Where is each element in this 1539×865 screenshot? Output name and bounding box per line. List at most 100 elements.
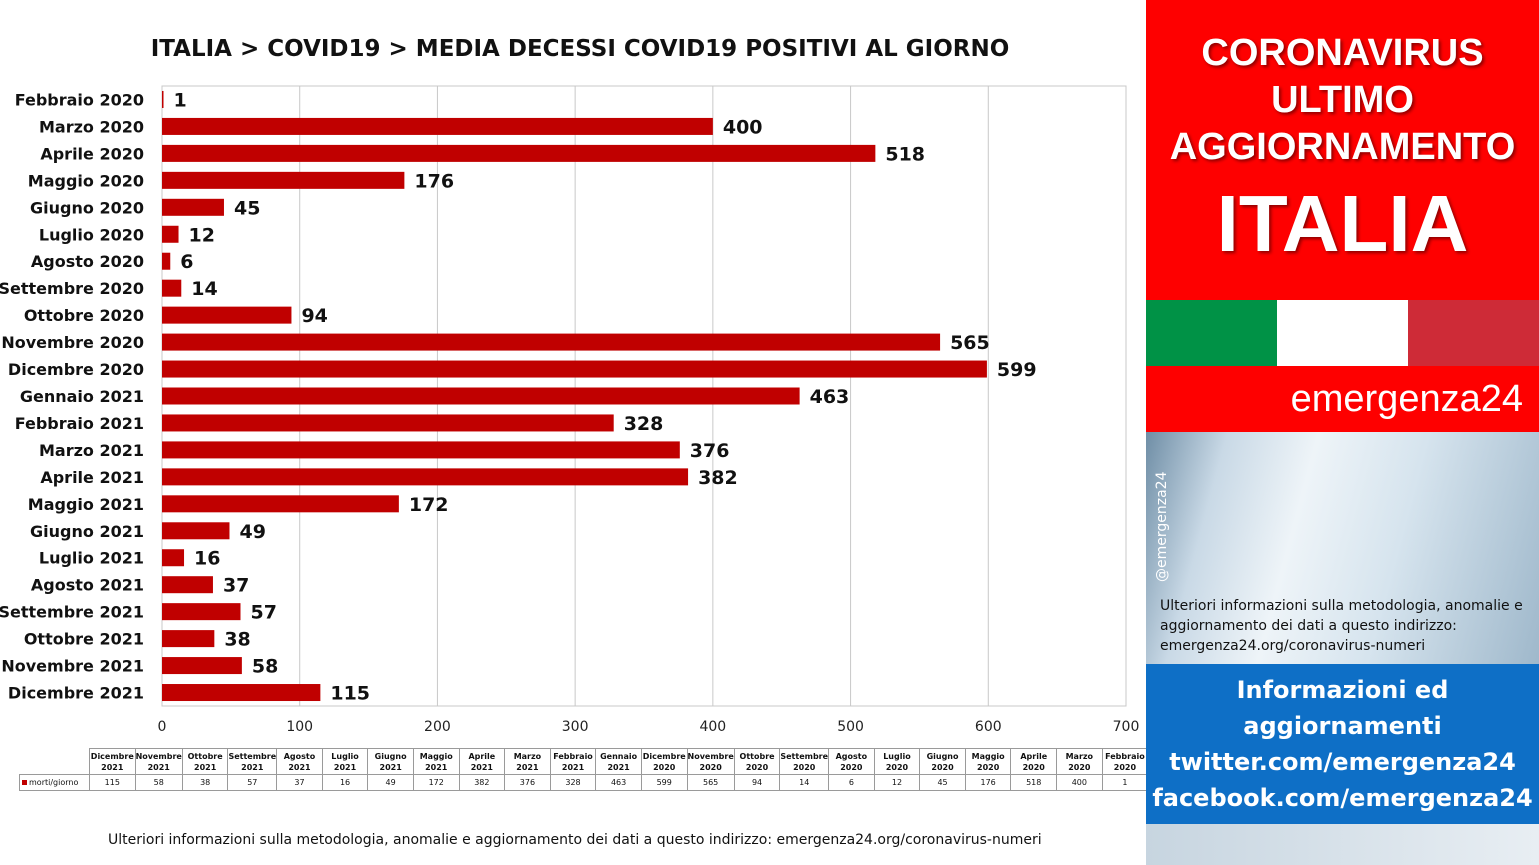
chart-title: ITALIA > COVID19 > MEDIA DECESSI COVID19… — [150, 36, 1010, 62]
data-label: 58 — [252, 656, 278, 678]
column-header-month: Maggio — [419, 751, 453, 761]
data-table-column-header: Settembre 2020 — [779, 748, 830, 775]
bar — [162, 549, 185, 567]
data-table-column-header: Dicembre 2021 — [89, 748, 136, 775]
bar — [162, 603, 241, 621]
category-label: Luglio 2021 — [39, 549, 144, 568]
column-header-year: 2020 — [977, 762, 1000, 772]
data-label: 45 — [234, 197, 260, 219]
brand-bar: emergenza24 — [1146, 366, 1539, 432]
info-box: Informazioni ed aggiornamenti twitter.co… — [1146, 664, 1539, 824]
category-label: Giugno 2020 — [30, 198, 144, 217]
footnote: Ulteriori informazioni sulla metodologia… — [108, 832, 1042, 848]
column-header-year: 2021 — [607, 762, 630, 772]
column-header-year: 2021 — [561, 762, 585, 772]
data-table-cell: 94 — [733, 774, 781, 791]
column-header-month: Luglio — [331, 751, 359, 761]
data-table-column-header: Febbraio 2021 — [549, 748, 597, 775]
data-label: 463 — [810, 386, 850, 408]
bar — [162, 144, 876, 162]
data-table-column-header: Aprile 2021 — [458, 748, 506, 775]
facebook-link[interactable]: facebook.com/emergenza24 — [1152, 784, 1533, 812]
category-label: Novembre 2020 — [1, 333, 144, 352]
data-table-cell: 6 — [828, 774, 875, 791]
category-label: Agosto 2020 — [31, 252, 144, 271]
column-header-month: Dicembre — [642, 751, 686, 761]
data-label: 599 — [997, 359, 1037, 381]
column-header-year: 2020 — [745, 762, 769, 772]
category-label: Ottobre 2020 — [24, 306, 144, 325]
category-label: Agosto 2021 — [31, 576, 144, 595]
data-table-column-header: Ottobre 2020 — [733, 748, 781, 775]
data-table-corner — [19, 748, 90, 775]
category-label: Maggio 2020 — [28, 171, 144, 190]
category-label: Maggio 2021 — [28, 495, 144, 514]
twitter-link[interactable]: twitter.com/emergenza24 — [1169, 748, 1516, 776]
column-header-year: 2021 — [101, 762, 124, 772]
column-header-month: Gennaio — [600, 751, 638, 761]
data-table-column-header: Marzo 2020 — [1056, 748, 1103, 775]
bar — [162, 495, 399, 513]
data-table-cell: 382 — [458, 774, 506, 791]
bar-chart: 0 100 200 300 400 500 600 700 Febbraio 2020 1 Marz… — [0, 85, 1139, 735]
flag-red-stripe — [1408, 300, 1539, 366]
data-table-column-header: Settembre 2021 — [227, 748, 278, 775]
data-table-row-label: morti/giorno — [19, 774, 90, 791]
panel-note: Ulteriori informazioni sulla metodologia… — [1160, 598, 1523, 654]
column-header-year: 2021 — [288, 762, 311, 772]
data-table-cell: 115 — [89, 774, 136, 791]
bar — [162, 657, 242, 675]
bar — [162, 306, 292, 324]
data-table-column-header: Maggio 2021 — [412, 748, 460, 775]
data-label: 1 — [174, 89, 187, 111]
data-table-cell: 12 — [873, 774, 921, 791]
data-table-column-header: Agosto 2020 — [828, 748, 875, 775]
x-tick-label: 0 — [158, 719, 167, 735]
column-header-month: Febbraio — [1105, 751, 1145, 761]
category-label: Novembre 2021 — [1, 657, 144, 676]
column-header-month: Agosto — [283, 751, 316, 761]
data-table-cell: 176 — [964, 774, 1012, 791]
x-tick-label: 300 — [562, 719, 589, 735]
bar — [162, 198, 224, 216]
banner-line-2: ULTIMO — [1271, 79, 1414, 121]
column-header-month: Aprile — [468, 751, 496, 761]
data-table-column-header: Gennaio 2021 — [595, 748, 642, 775]
banner-line-1: CORONAVIRUS — [1201, 32, 1484, 74]
data-table-column-header: Marzo 2021 — [504, 748, 551, 775]
data-table-cell: 518 — [1010, 774, 1058, 791]
column-header-month: Novembre — [135, 751, 182, 761]
data-label: 12 — [189, 224, 215, 246]
data-label: 382 — [698, 467, 738, 489]
data-table-column-header: Novembre 2021 — [134, 748, 183, 775]
bar — [162, 333, 941, 351]
column-header-year: 2020 — [1068, 762, 1091, 772]
column-header-year: 2020 — [840, 762, 863, 772]
column-header-year: 2020 — [885, 762, 909, 772]
data-label: 328 — [624, 413, 664, 435]
bar — [162, 387, 800, 405]
column-header-month: Settembre — [228, 751, 277, 761]
bar — [162, 414, 614, 432]
data-table-cell: 376 — [504, 774, 551, 791]
column-header-month: Novembre — [687, 751, 734, 761]
data-table-column-header: Ottobre 2021 — [181, 748, 229, 775]
bar — [162, 252, 171, 270]
category-label: Gennaio 2021 — [20, 387, 144, 406]
column-header-year: 2021 — [333, 762, 357, 772]
data-label: 14 — [191, 278, 217, 300]
info-line-2: aggiornamenti — [1243, 712, 1442, 740]
flag-green-stripe — [1146, 300, 1277, 366]
data-table-cell: 1 — [1101, 774, 1149, 791]
x-tick-label: 600 — [975, 719, 1002, 735]
column-header-year: 2021 — [147, 762, 170, 772]
data-label: 94 — [301, 305, 327, 327]
category-label: Settembre 2020 — [0, 279, 144, 298]
column-header-year: 2021 — [425, 762, 448, 772]
data-table-cell: 16 — [321, 774, 369, 791]
x-tick-label: 500 — [837, 719, 864, 735]
column-header-month: Marzo — [513, 751, 542, 761]
data-table-row-label-text: morti/giorno — [29, 778, 79, 787]
bar — [162, 90, 164, 108]
background-photo: @emergenza24 Ulteriori informazioni sull… — [1146, 432, 1539, 664]
